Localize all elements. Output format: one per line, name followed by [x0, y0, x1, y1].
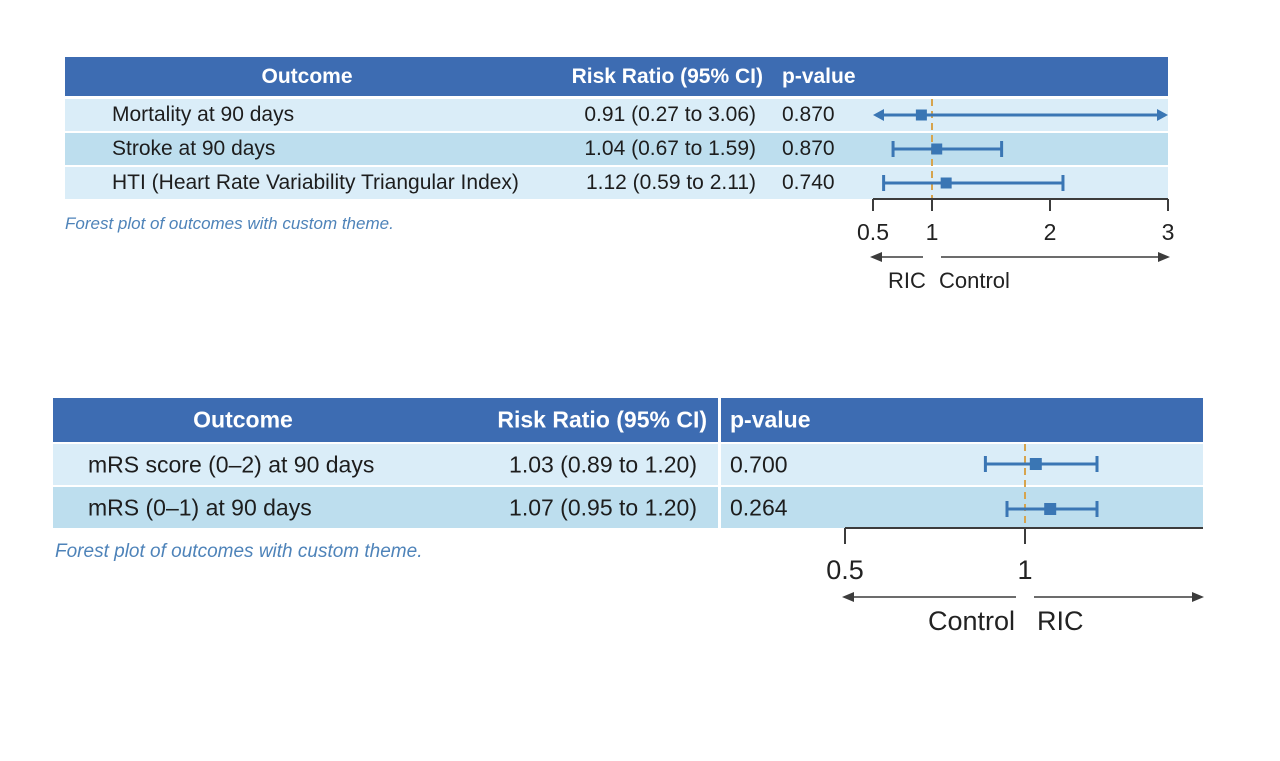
p-value-cell: 0.870: [782, 103, 835, 126]
p-value-cell: 0.264: [730, 494, 788, 520]
risk-ratio-cell: 1.12 (0.59 to 2.11): [585, 171, 756, 194]
figure-caption: Forest plot of outcomes with custom them…: [65, 214, 394, 233]
svg-text:RIC: RIC: [1037, 606, 1084, 636]
svg-text:RIC: RIC: [888, 268, 926, 293]
outcome-cell: mRS score (0–2) at 90 days: [88, 451, 375, 477]
table-row: HTI (Heart Rate Variability Triangular I…: [65, 167, 1168, 199]
header-cell-risk-ratio: Risk Ratio (95% CI): [571, 64, 763, 88]
outcome-cell: mRS (0–1) at 90 days: [88, 494, 312, 520]
svg-text:Control: Control: [939, 268, 1010, 293]
outcome-cell: HTI (Heart Rate Variability Triangular I…: [112, 171, 519, 194]
svg-text:0.5: 0.5: [826, 555, 864, 585]
figure-caption: Forest plot of outcomes with custom them…: [55, 541, 423, 562]
svg-text:0.5: 0.5: [857, 219, 889, 245]
risk-ratio-cell: 1.03 (0.89 to 1.20): [509, 451, 697, 477]
p-value-cell: 0.740: [782, 171, 835, 194]
outcome-cell: Mortality at 90 days: [112, 103, 295, 126]
outcome-cell: Stroke at 90 days: [112, 137, 276, 160]
svg-text:Control: Control: [928, 606, 1015, 636]
forest-table-top: Outcome Risk Ratio (95% CI) p-value Mort…: [65, 57, 1168, 199]
p-value-cell: 0.870: [782, 137, 835, 160]
header-cell-p-value: p-value: [730, 406, 811, 433]
table-row: Stroke at 90 days 1.04 (0.67 to 1.59) 0.…: [65, 133, 1168, 167]
column-divider: [718, 398, 721, 528]
header-cell-p-value: p-value: [782, 64, 856, 88]
header-cell-outcome: Outcome: [261, 64, 353, 88]
table-row: mRS (0–1) at 90 days 1.07 (0.95 to 1.20)…: [53, 487, 1203, 528]
risk-ratio-cell: 1.07 (0.95 to 1.20): [509, 494, 697, 520]
risk-ratio-cell: 0.91 (0.27 to 3.06): [584, 103, 756, 126]
table-row: Mortality at 90 days 0.91 (0.27 to 3.06)…: [65, 99, 1168, 133]
forest-table-bottom: Outcome Risk Ratio (95% CI) p-value mRS …: [53, 398, 1203, 528]
table-row: mRS score (0–2) at 90 days 1.03 (0.89 to…: [53, 444, 1203, 487]
risk-ratio-cell: 1.04 (0.67 to 1.59): [584, 137, 756, 160]
table-header-row: Outcome Risk Ratio (95% CI) p-value: [53, 398, 1203, 444]
svg-text:1: 1: [926, 219, 939, 245]
table-header-row: Outcome Risk Ratio (95% CI) p-value: [65, 57, 1168, 99]
svg-text:1: 1: [1017, 555, 1032, 585]
header-cell-outcome: Outcome: [193, 406, 293, 433]
svg-text:3: 3: [1162, 219, 1175, 245]
p-value-cell: 0.700: [730, 451, 788, 477]
header-cell-risk-ratio: Risk Ratio (95% CI): [497, 406, 707, 433]
svg-text:2: 2: [1044, 219, 1057, 245]
